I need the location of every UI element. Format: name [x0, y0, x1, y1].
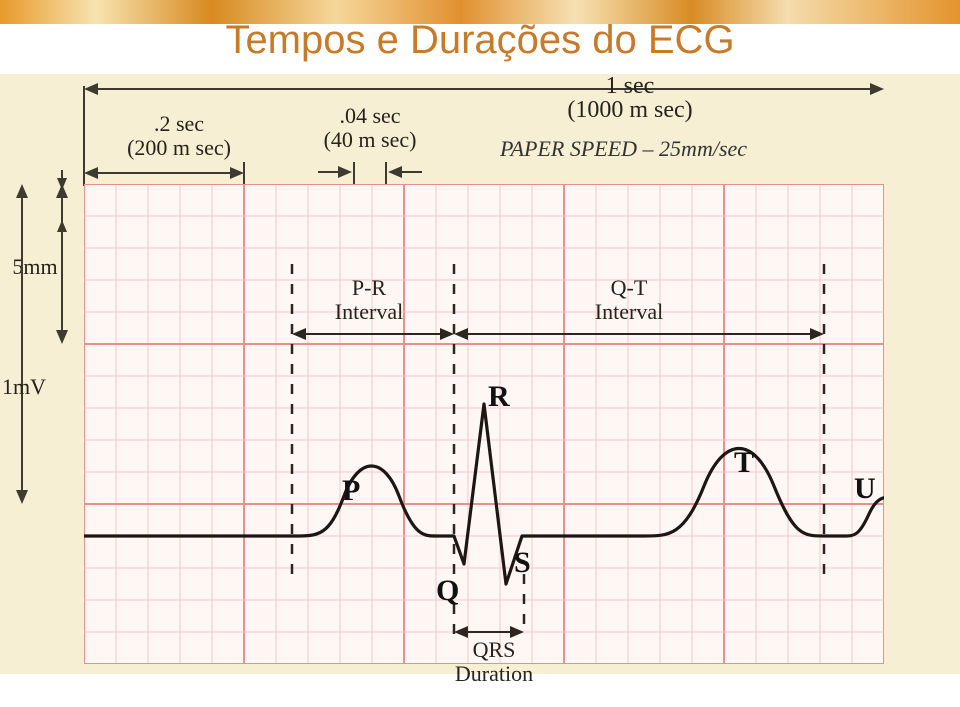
wave-T: T — [734, 446, 754, 480]
dim-1sec-top: 1 sec — [606, 73, 655, 99]
dim-1sec-arrow — [84, 80, 884, 98]
dim-02sec-bot: (200 m sec) — [127, 135, 231, 160]
ecg-grid: P-R Interval Q-T Interval QRS Duration P… — [84, 184, 884, 664]
dim-02sec-top: .2 sec — [154, 111, 204, 136]
dim-tick-left — [82, 86, 86, 186]
qt-bot: Interval — [595, 299, 663, 324]
dim-004sec-bot: (40 m sec) — [324, 127, 417, 152]
qrs-top: QRS — [473, 637, 516, 662]
page-title: Tempos e Durações do ECG — [0, 18, 960, 63]
qrs-bot: Duration — [455, 661, 533, 686]
qt-top: Q-T — [611, 275, 648, 300]
dim-tick-02-right — [242, 162, 246, 186]
wave-R: R — [488, 380, 510, 414]
dim-02sec-label: .2 sec (200 m sec) — [94, 112, 264, 160]
wave-U: U — [854, 472, 876, 506]
dim-1sec-label: 1 sec (1000 m sec) — [520, 74, 740, 122]
pr-top: P-R — [352, 275, 386, 300]
pr-interval: P-R Interval — [314, 276, 424, 324]
dim-5mm-label: 5mm — [0, 254, 70, 280]
dim-1sec-bot: (1000 m sec) — [567, 97, 692, 123]
qt-interval: Q-T Interval — [574, 276, 684, 324]
dim-02sec-arrow — [84, 164, 244, 182]
dim-004sec-arrow — [318, 160, 422, 184]
dim-1mv-arrow — [14, 184, 30, 504]
dim-004sec-label: .04 sec (40 m sec) — [290, 104, 450, 152]
ecg-figure: 1 sec (1000 m sec) .2 sec (200 m sec) .0… — [0, 74, 960, 674]
qrs-duration: QRS Duration — [439, 638, 549, 686]
wave-Q: Q — [436, 574, 459, 608]
dim-004sec-top: .04 sec — [339, 103, 400, 128]
paper-speed: PAPER SPEED – 25mm/sec — [500, 136, 850, 162]
wave-P: P — [342, 474, 360, 508]
dim-1mv-label: 1mV — [0, 374, 54, 400]
wave-S: S — [514, 546, 531, 580]
interval-overlay — [84, 184, 884, 664]
pr-bot: Interval — [335, 299, 403, 324]
